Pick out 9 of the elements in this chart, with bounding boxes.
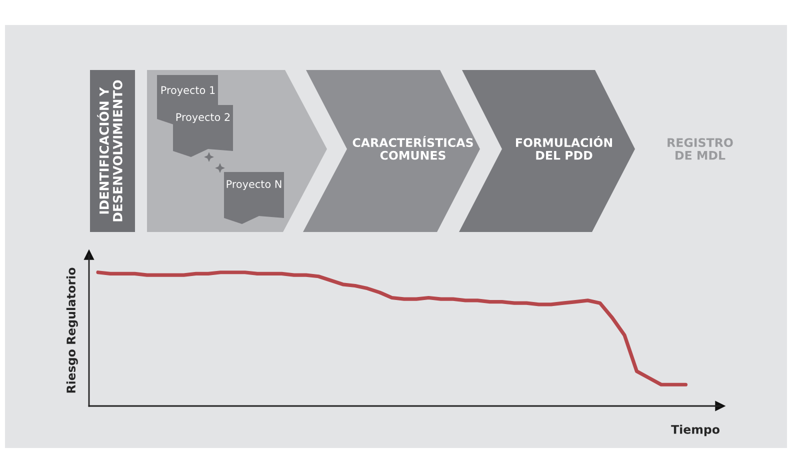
x-axis-title: Tiempo <box>671 424 720 436</box>
text: Proyecto N <box>226 180 282 190</box>
y-axis-title: Riesgo Regulatorio <box>66 268 78 393</box>
text: Proyecto 1 <box>161 86 215 96</box>
text: Proyecto 2 <box>176 113 230 124</box>
text: CARACTERÍSTICAS COMUNES <box>352 136 473 160</box>
text: IDENTIFICACIÓN Y DESENVOLVIMIENTO <box>97 80 122 222</box>
text: FORMULACIÓN DEL PDD <box>516 136 612 160</box>
text: REGISTRO DE MDL <box>668 138 733 160</box>
